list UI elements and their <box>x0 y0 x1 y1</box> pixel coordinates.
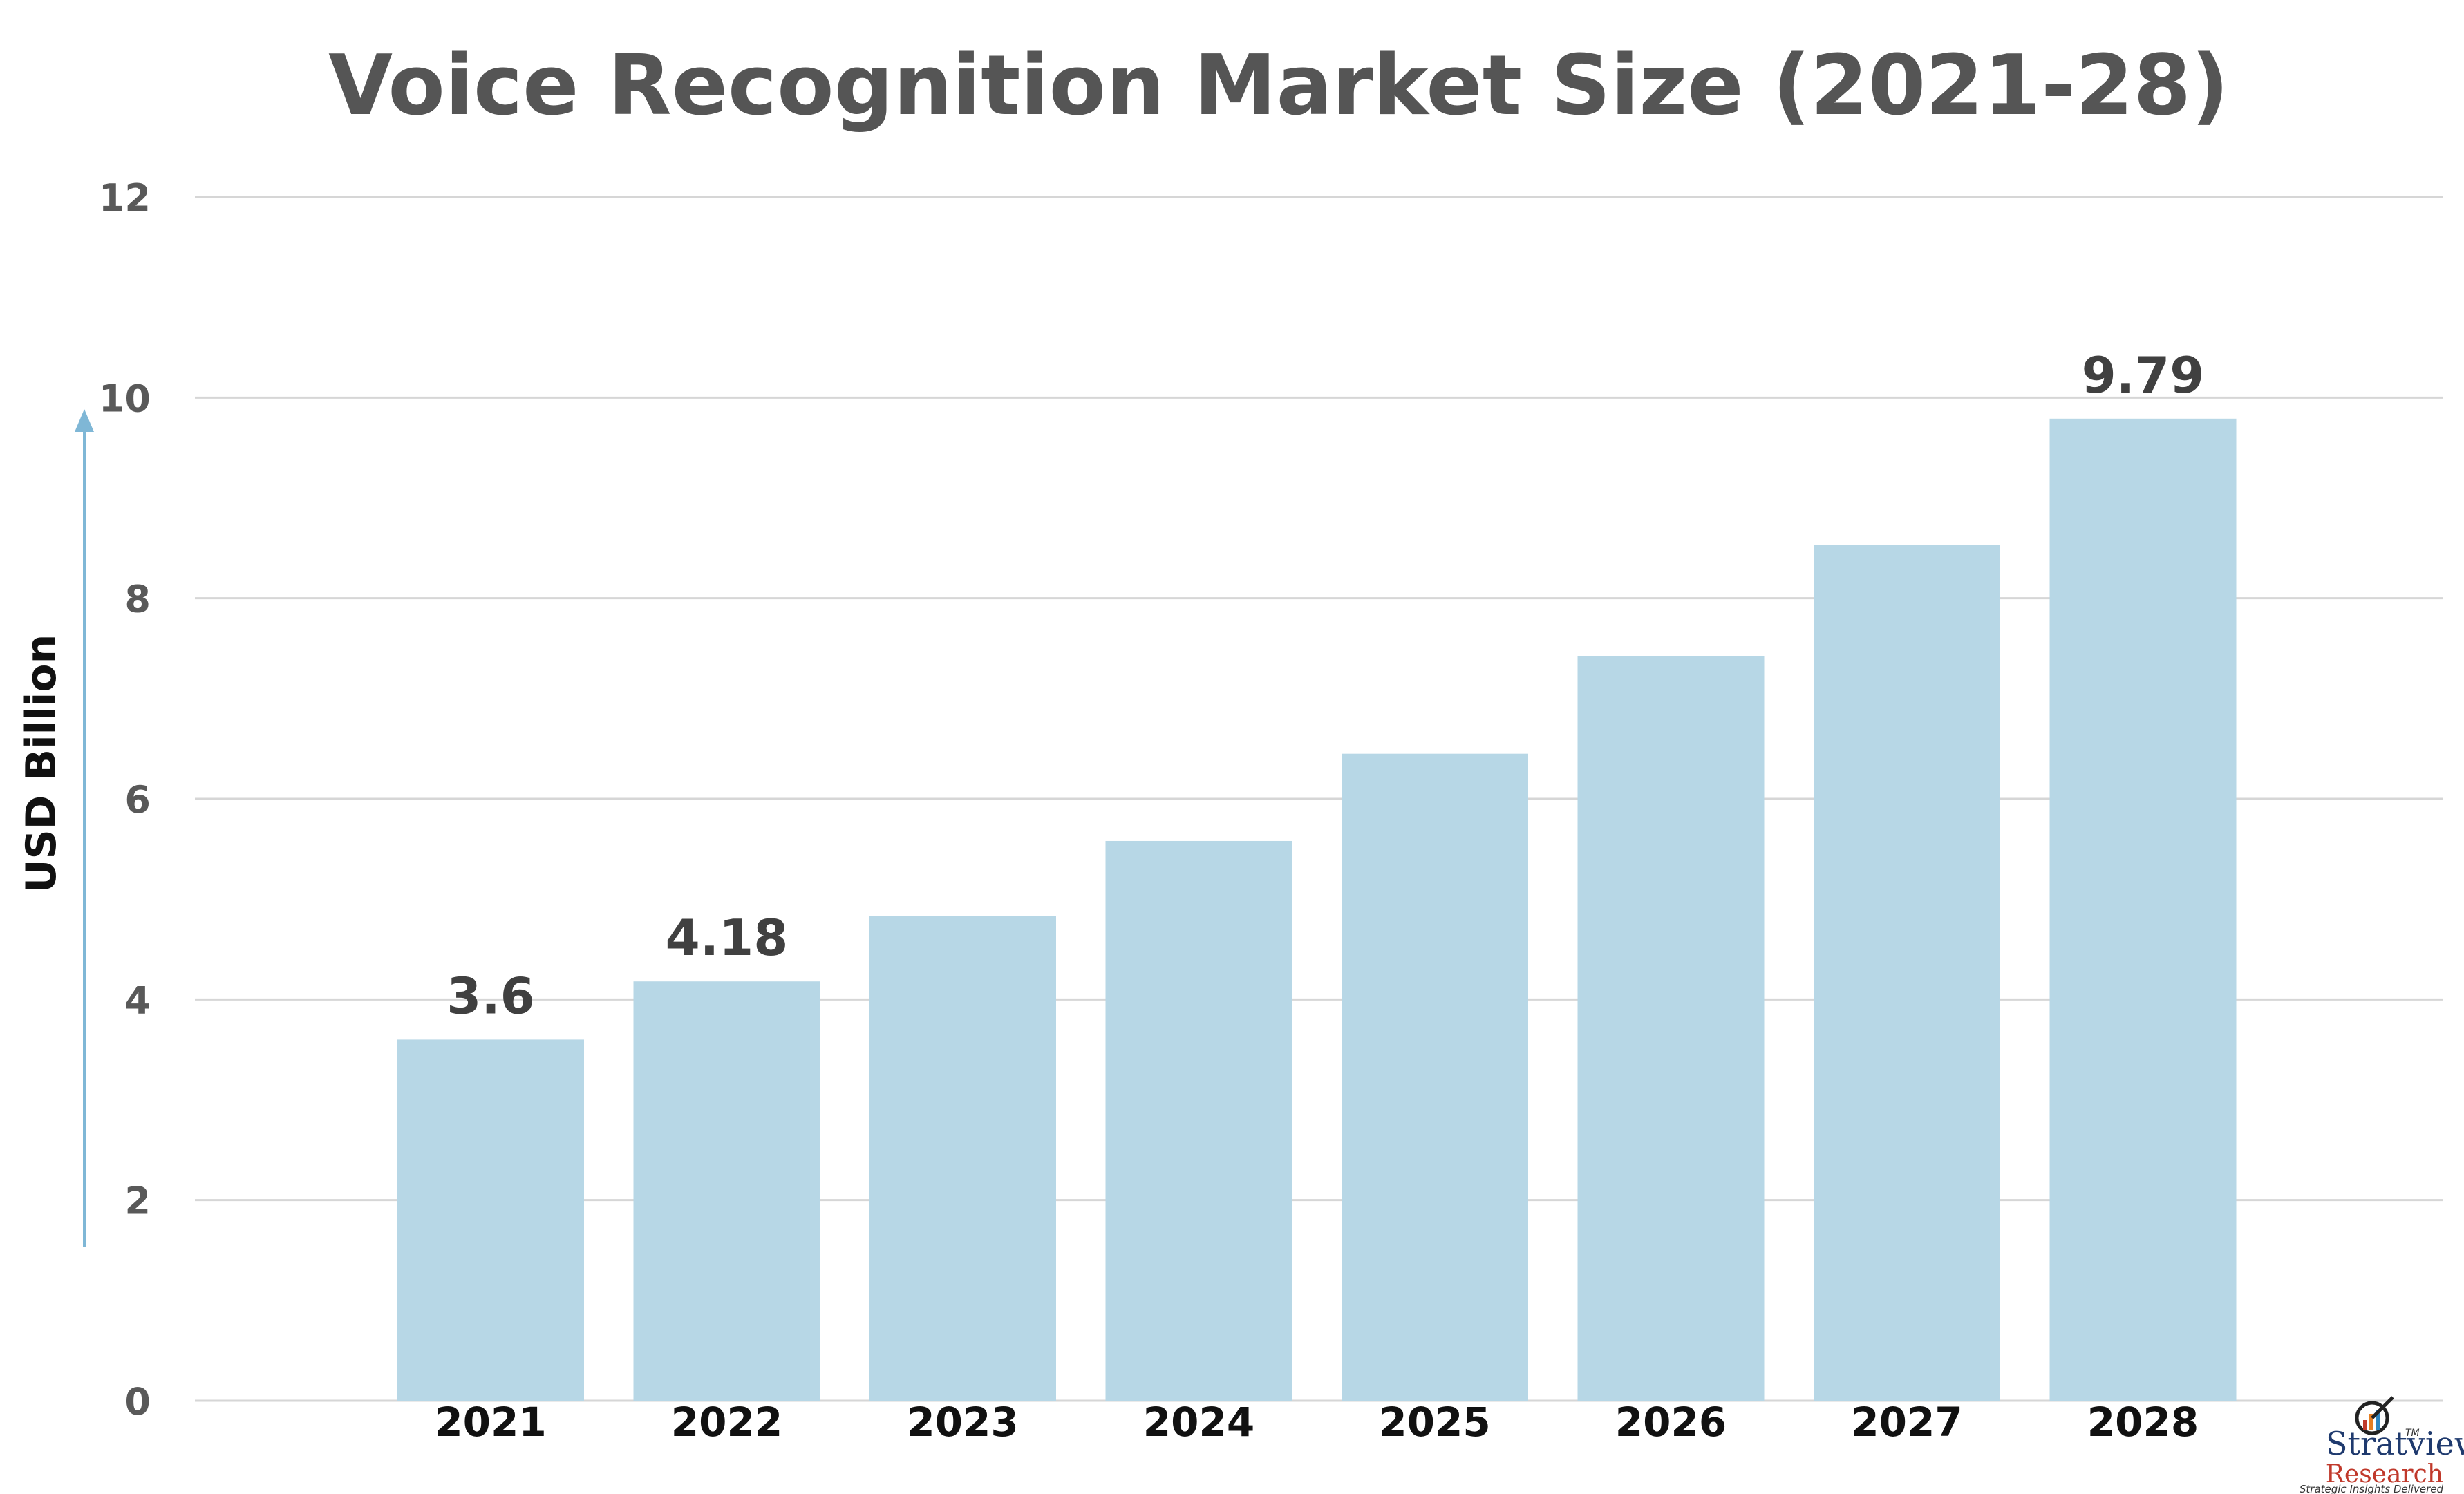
y-axis-label: USD Billion <box>17 634 66 893</box>
y-axis-arrow <box>75 409 94 1247</box>
y-tick-label: 8 <box>124 578 151 621</box>
stratview-logo: Stratview TM Research Strategic Insights… <box>2300 1396 2464 1494</box>
x-tick-label: 2022 <box>671 1399 782 1446</box>
bar-2025 <box>1342 753 1528 1401</box>
x-tick-label: 2026 <box>1615 1399 1727 1446</box>
logo-name: Stratview <box>2326 1425 2464 1462</box>
x-axis-ticks: 2021 2022 2023 2024 2025 2026 2027 2028 <box>435 1399 2199 1446</box>
bar-2026 <box>1577 656 1765 1401</box>
data-labels: 3.6 4.18 9.79 <box>446 346 2204 1025</box>
data-label-2022: 4.18 <box>666 909 789 967</box>
x-tick-label: 2021 <box>435 1399 546 1446</box>
x-tick-label: 2027 <box>1851 1399 1962 1446</box>
logo-sub: Research <box>2326 1460 2443 1488</box>
data-label-2028: 9.79 <box>2082 346 2205 404</box>
x-tick-label: 2028 <box>2087 1399 2199 1446</box>
y-axis-ticks: 0 2 4 6 8 10 12 <box>99 176 151 1424</box>
y-tick-label: 4 <box>124 978 151 1022</box>
y-tick-label: 2 <box>124 1180 151 1223</box>
chart-title: Voice Recognition Market Size (2021-28) <box>328 38 2229 134</box>
data-label-2021: 3.6 <box>446 967 535 1025</box>
x-tick-label: 2025 <box>1379 1399 1490 1446</box>
logo-tm: TM <box>2405 1428 2420 1439</box>
bar-2024 <box>1105 840 1292 1401</box>
y-tick-label: 0 <box>124 1380 151 1424</box>
bar-2022 <box>633 981 820 1401</box>
x-tick-label: 2024 <box>1143 1399 1254 1446</box>
target-icon <box>2355 1396 2394 1435</box>
bars <box>397 418 2237 1401</box>
x-tick-label: 2023 <box>907 1399 1018 1446</box>
bar-2028 <box>2049 418 2237 1401</box>
bar-2023 <box>869 916 1056 1401</box>
logo-tagline: Strategic Insights Delivered <box>2300 1483 2444 1494</box>
y-tick-label: 10 <box>99 377 151 420</box>
bar-2027 <box>1814 545 2000 1401</box>
bar-2021 <box>397 1039 584 1401</box>
y-tick-label: 12 <box>99 176 151 220</box>
y-tick-label: 6 <box>124 778 151 822</box>
